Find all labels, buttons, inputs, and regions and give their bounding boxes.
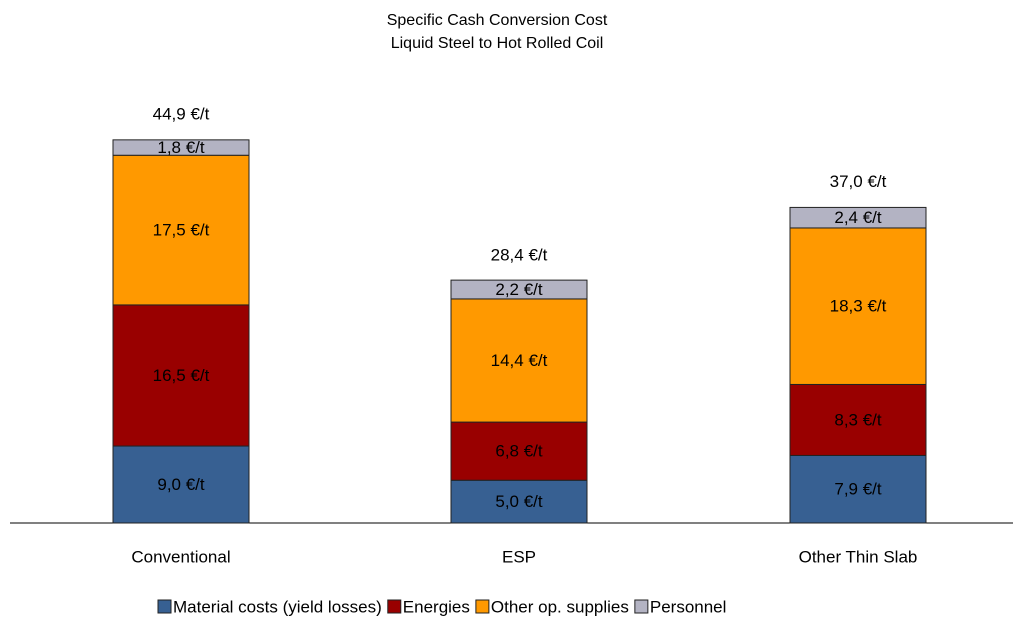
bar-segment [789,227,927,385]
value-label: 14,4 €/t [491,351,548,370]
bar-segment [450,421,588,481]
bar-segment [789,454,927,524]
bar-segment [112,445,250,524]
chart-title: Specific Cash Conversion Cost [387,12,608,29]
legend-label: Other op. supplies [491,597,629,616]
value-label: 16,5 €/t [153,366,210,385]
total-label: 37,0 €/t [830,172,887,191]
bar-segment [450,479,588,524]
bar-segment [450,298,588,423]
x-tick-label: Other Thin Slab [799,547,918,566]
bar-segment [112,139,250,156]
value-label: 1,8 €/t [157,138,205,157]
legend-label: Energies [403,597,470,616]
value-label: 5,0 €/t [495,492,543,511]
legend-swatch [387,599,402,614]
value-label: 9,0 €/t [157,475,205,494]
total-label: 44,9 €/t [153,104,210,123]
legend-label: Material costs (yield losses) [173,597,382,616]
value-label: 2,4 €/t [834,208,882,227]
value-label: 8,3 €/t [834,410,882,429]
bar-segment [789,206,927,229]
legend-swatch [634,599,649,614]
bar-segment [112,304,250,447]
value-label: 2,2 €/t [495,280,543,299]
bar-segment [450,279,588,300]
legend-swatch [475,599,490,614]
value-label: 7,9 €/t [834,480,882,499]
bar-segment [112,154,250,306]
total-label: 28,4 €/t [491,246,548,265]
value-label: 6,8 €/t [495,442,543,461]
legend-swatch [157,599,172,614]
x-tick-label: Conventional [131,547,230,566]
x-tick-label: ESP [502,547,536,566]
legend-label: Personnel [650,597,727,616]
bar-segment [789,383,927,456]
value-label: 17,5 €/t [153,221,210,240]
value-label: 18,3 €/t [830,297,887,316]
chart-subtitle: Liquid Steel to Hot Rolled Coil [391,35,604,52]
